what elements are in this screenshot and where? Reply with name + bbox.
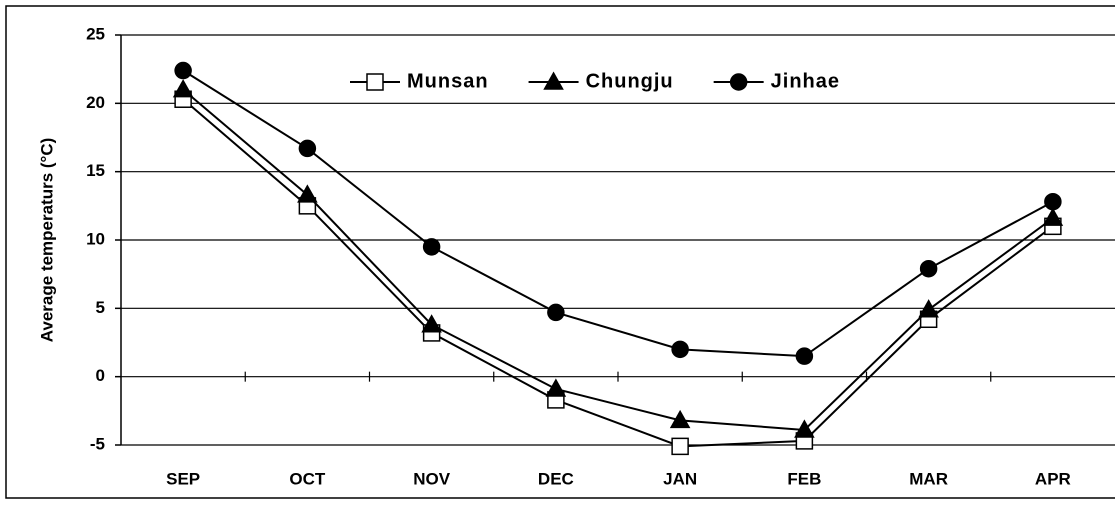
y-tick-label: 0 (96, 366, 105, 385)
y-tick-label: 10 (86, 229, 105, 248)
legend-label: Jinhae (771, 70, 840, 92)
y-tick-label: 5 (96, 298, 105, 317)
marker (1042, 207, 1064, 226)
x-tick-label: MAR (909, 469, 948, 488)
marker (174, 61, 192, 80)
x-tick-label: APR (1035, 469, 1071, 488)
series-line (182, 98, 1054, 448)
x-tick-label: NOV (413, 469, 451, 488)
marker (545, 378, 567, 397)
legend-label: Chungju (586, 70, 674, 92)
x-tick-label: JAN (663, 469, 697, 488)
y-axis-label: Average temperaturs (°C) (37, 138, 56, 343)
chart-border (5, 5, 1115, 499)
y-tick-label: 25 (86, 24, 105, 43)
x-tick-label: SEP (166, 469, 200, 488)
legend-item: Jinhae (713, 70, 840, 92)
x-tick-label: FEB (787, 469, 821, 488)
marker (795, 347, 814, 365)
x-tick-label: OCT (289, 469, 326, 488)
marker (918, 299, 939, 318)
marker (919, 259, 938, 278)
marker (547, 303, 565, 322)
marker (729, 73, 748, 91)
marker (366, 73, 384, 91)
series-line (182, 88, 1054, 431)
marker (172, 79, 194, 98)
legend-label: Munsan (407, 70, 489, 92)
marker (1044, 192, 1062, 211)
legend-item: Munsan (350, 70, 489, 92)
y-tick-label: 15 (86, 161, 105, 180)
marker (669, 409, 691, 429)
y-tick-label: -5 (90, 434, 105, 453)
marker (671, 437, 689, 456)
marker (297, 184, 318, 203)
marker (421, 314, 442, 333)
legend-item: Chungju (528, 70, 674, 92)
series-line (182, 69, 1054, 358)
marker (422, 238, 441, 256)
marker (794, 419, 815, 438)
marker (543, 71, 564, 90)
y-tick-label: 20 (86, 93, 105, 112)
marker (671, 340, 689, 359)
x-tick-label: DEC (538, 469, 574, 488)
marker (298, 139, 317, 158)
